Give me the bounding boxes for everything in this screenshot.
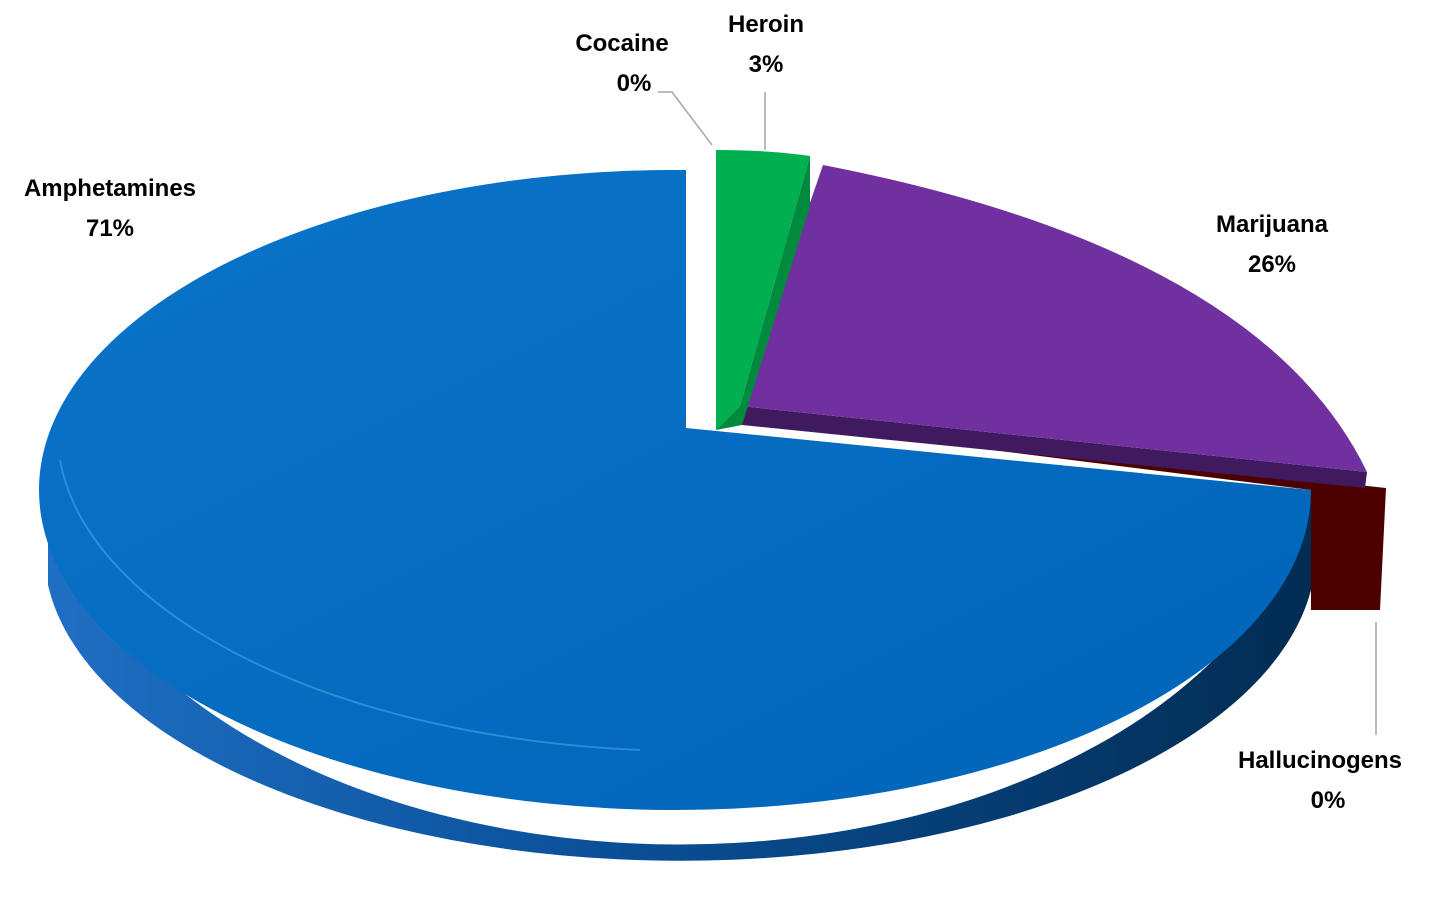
slice-amphetamines-top — [39, 169, 1311, 810]
slice-amphetamines-rim-highlight — [59, 459, 641, 751]
label-amphetamines-value: 71% — [86, 215, 134, 242]
slice-marijuana — [740, 165, 1367, 488]
slice-marijuana-side — [740, 406, 1367, 488]
label-heroin-name: Heroin — [728, 11, 804, 38]
label-heroin-value: 3% — [749, 51, 784, 78]
leader-line-cocaine — [658, 91, 713, 146]
slice-heroin — [716, 150, 810, 430]
label-hallucinogens-name: Hallucinogens — [1238, 747, 1402, 774]
label-marijuana-name: Marijuana — [1216, 211, 1329, 238]
slice-marijuana-top — [740, 165, 1367, 472]
slice-heroin-top — [716, 150, 810, 430]
label-cocaine-value: 0% — [617, 70, 652, 97]
label-cocaine-name: Cocaine — [575, 30, 668, 57]
slice-amphetamines — [39, 169, 1311, 861]
label-marijuana-value: 26% — [1248, 251, 1296, 278]
label-amphetamines-name: Amphetamines — [24, 175, 196, 202]
label-hallucinogens-value: 0% — [1311, 787, 1346, 814]
